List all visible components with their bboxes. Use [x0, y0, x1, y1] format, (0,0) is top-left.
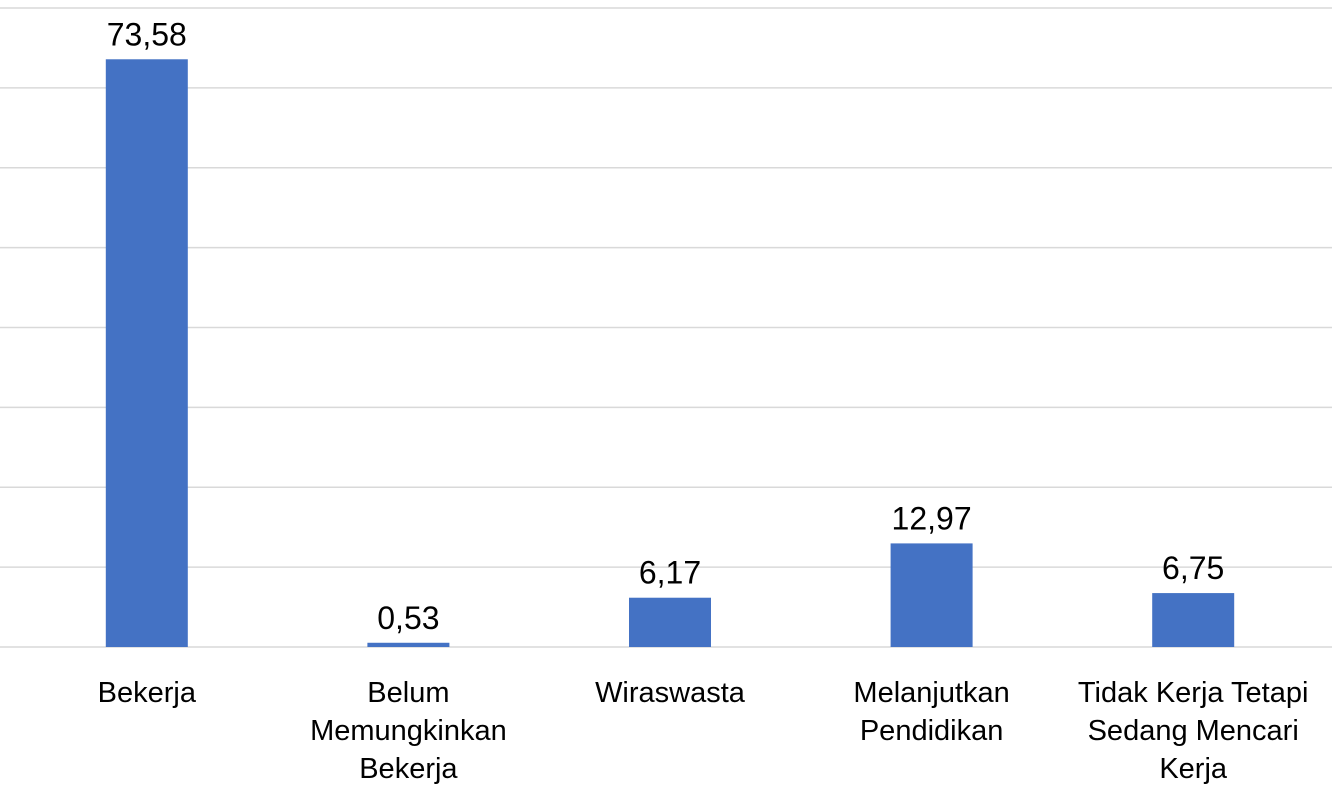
- bar: [1152, 593, 1235, 647]
- value-label: 6,75: [1162, 550, 1224, 586]
- x-tick-label: Wiraswasta: [595, 677, 745, 709]
- x-tick-label: Melanjutkan Pendidikan: [853, 677, 1010, 747]
- x-tick-label: Bekerja: [97, 677, 196, 709]
- bar: [105, 59, 188, 648]
- value-label: 12,97: [892, 500, 972, 536]
- x-tick-label: Tidak Kerja Tetapi Sedang Mencari Kerja: [1077, 677, 1309, 785]
- bar: [629, 597, 711, 647]
- value-label: 6,17: [639, 555, 701, 591]
- bar: [367, 642, 450, 647]
- value-label: 73,58: [107, 16, 187, 52]
- bar: [890, 543, 973, 647]
- value-label: 0,53: [377, 600, 439, 636]
- x-tick-label: Belum Memungkinkan Bekerja: [310, 677, 507, 785]
